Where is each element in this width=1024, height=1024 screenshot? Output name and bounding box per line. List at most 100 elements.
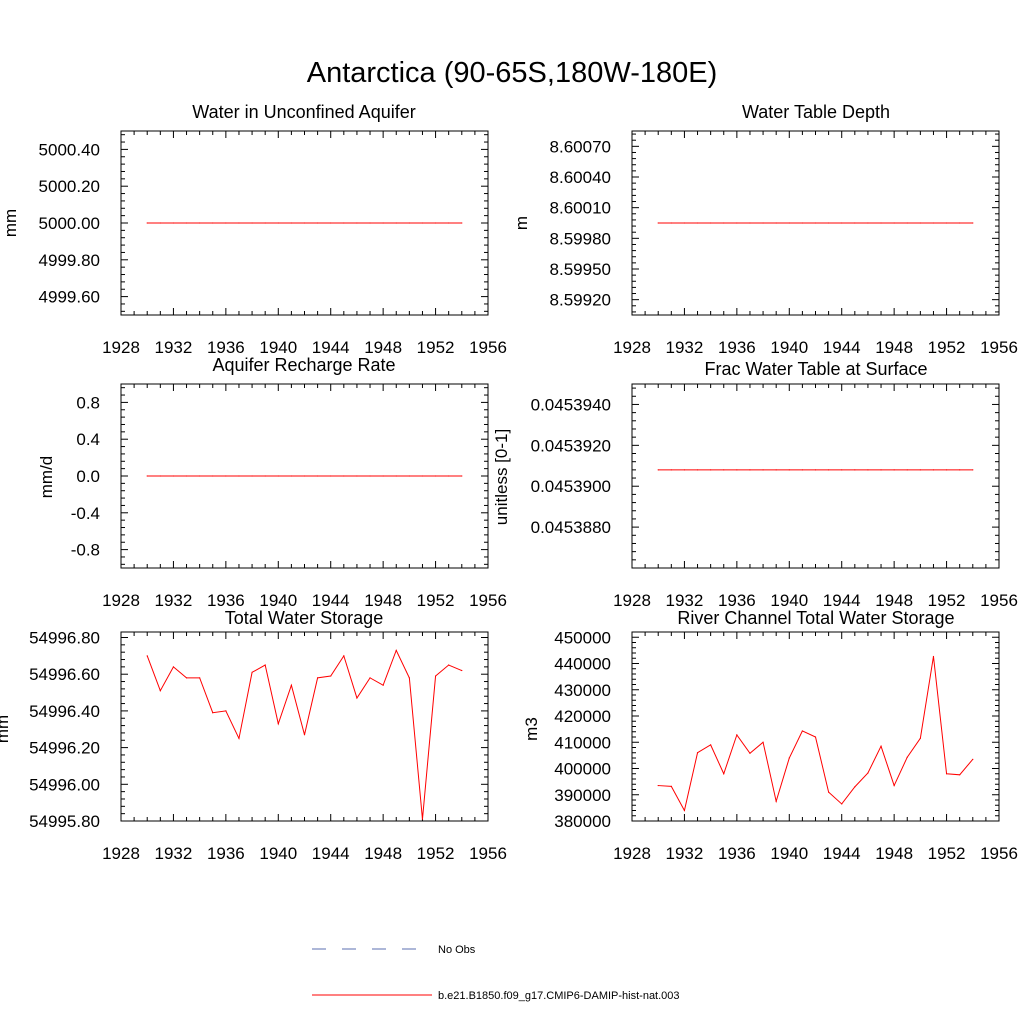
data-point [421,222,424,224]
y-tick-label: 0.8 [76,393,100,412]
data-point [343,655,345,657]
data-point [330,222,332,224]
data-point [448,664,450,666]
y-tick-label: 420000 [554,707,611,726]
data-point [303,475,306,477]
data-point [945,222,948,224]
y-tick-label: 410000 [554,733,611,752]
plot-frame [631,631,1000,822]
x-tick-label: 1936 [718,591,756,610]
data-point [814,736,817,738]
x-tick-label: 1936 [718,338,756,357]
data-point [749,469,751,471]
data-point [172,222,175,224]
x-tick-label: 1944 [823,591,861,610]
data-point [146,222,148,224]
data-point [264,475,266,477]
data-point [932,655,935,658]
data-point [972,469,974,471]
data-point [421,475,424,477]
panel-frac-water-table-at-surface: Frac Water Table at Surface unitless [0-… [492,359,1018,610]
panel-title: Water Table Depth [742,102,890,122]
x-tick-label: 1948 [875,338,913,357]
data-point [801,469,803,471]
y-axis-label: m [512,216,531,230]
x-tick-label: 1940 [770,844,808,863]
data-point [277,723,279,725]
data-point [159,690,161,692]
data-point [434,475,437,477]
data-point [814,222,817,224]
data-point [264,222,266,224]
data-point [185,475,188,477]
data-point [723,773,725,775]
y-tick-label: 440000 [554,655,611,674]
data-point [972,222,974,224]
data-point [972,758,974,760]
data-point [828,791,830,793]
data-point [356,697,358,699]
panel-water-in-unconfined-aquifer: Water in Unconfined Aquifer mm 1928 1932 1… [1,102,507,357]
data-point [185,222,188,224]
data-point [959,774,961,776]
data-point [906,469,908,471]
data-point [841,469,843,471]
data-point [434,222,437,224]
data-point [395,475,397,477]
data-point [199,475,201,477]
data-point [736,734,738,736]
data-point [814,469,817,471]
panel-river-channel-total-water-storage: River Channel Total Water Storage m3 192… [522,608,1018,863]
y-tick-label: 380000 [554,812,611,831]
data-point [775,222,777,224]
y-tick-label: -0.4 [71,504,100,523]
x-tick-label: 1956 [980,338,1018,357]
data-point [657,469,659,471]
data-point [356,475,358,477]
x-tick-label: 1932 [666,338,704,357]
data-point [828,222,830,224]
data-point [369,222,371,224]
data-point [906,222,908,224]
y-tick-label: 5000.40 [39,140,100,159]
data-point [736,222,738,224]
panel-total-water-storage: Total Water Storage mm 1928 1932 1936 1940 1… [0,608,507,863]
y-tick-label: 0.0 [76,467,100,486]
x-tick-label: 1948 [364,844,402,863]
data-point [828,469,830,471]
y-tick-label: 0.0453920 [531,436,611,455]
data-point [251,222,253,224]
data-point [841,222,843,224]
data-point [461,475,463,477]
x-tick-label: 1956 [469,844,507,863]
data-point [382,222,384,224]
x-tick-label: 1948 [364,591,402,610]
data-point [788,469,790,471]
data-point [461,222,463,224]
data-point [696,469,699,471]
series-line [658,656,974,812]
data-point [238,475,240,477]
data-point [880,222,882,224]
panel-water-table-depth: Water Table Depth m 1928 1932 1936 1940 1944… [512,102,1018,357]
x-tick-label: 1952 [417,844,455,863]
plot-frame [631,383,1000,569]
data-point [657,222,659,224]
data-point [775,800,777,802]
data-point [199,677,201,679]
data-point [749,222,751,224]
data-point [277,475,279,477]
x-tick-label: 1956 [980,844,1018,863]
y-tick-label: 4999.80 [39,251,100,270]
data-point [238,222,240,224]
data-point [277,222,279,224]
panel-title: Frac Water Table at Surface [704,359,927,379]
data-point [382,684,384,686]
y-tick-label: 8.59920 [550,291,611,310]
x-tick-label: 1944 [312,844,350,863]
panel-title: Aquifer Recharge Rate [212,355,395,375]
x-tick-label: 1940 [259,591,297,610]
data-point [762,469,764,471]
data-point [762,222,764,224]
data-point [382,475,384,477]
